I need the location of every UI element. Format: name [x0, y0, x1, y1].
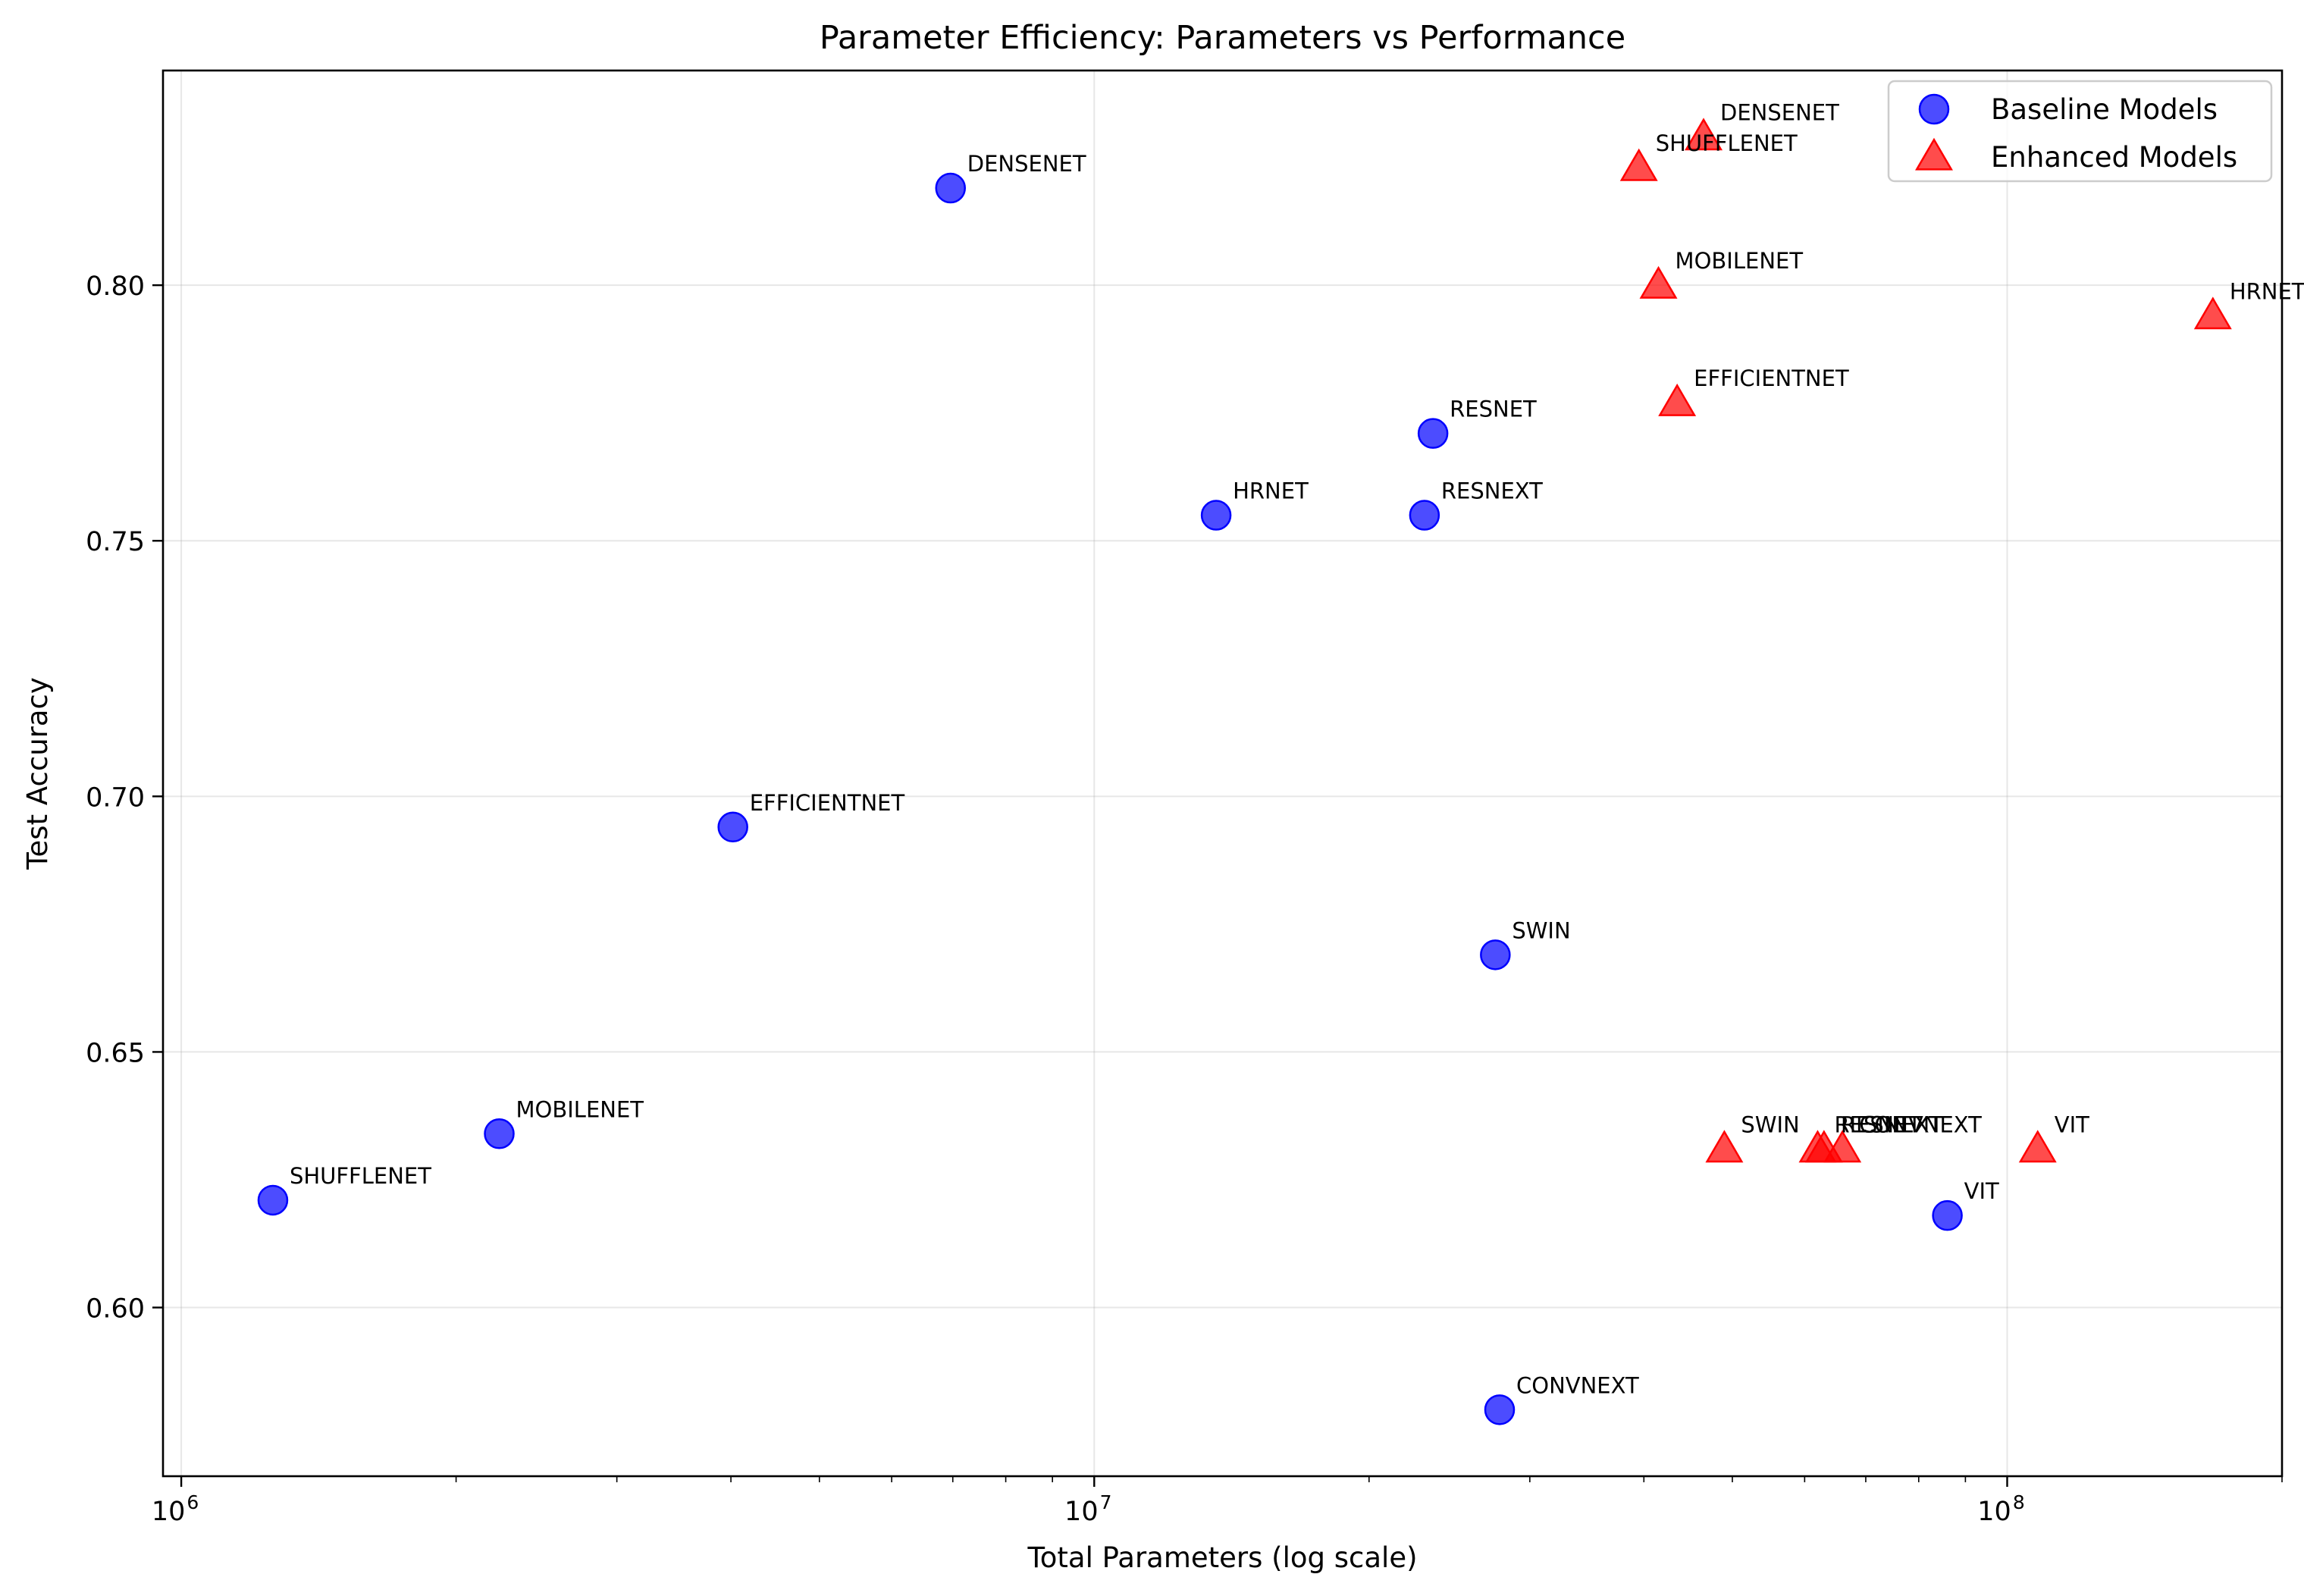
point-label: DENSENET	[967, 151, 1086, 177]
data-point-triangle	[2193, 296, 2232, 330]
series-enhanced	[1619, 118, 2232, 1163]
grid	[163, 71, 2282, 1476]
point-label: MOBILENET	[1675, 248, 1804, 274]
data-point-circle	[1932, 1199, 1963, 1231]
point-label: CONVNEXT	[1516, 1372, 1639, 1398]
point-labels: SHUFFLENET MOBILENET EFFICIENTNET DENSENET H…	[290, 100, 2304, 1399]
x-tick-label: 108	[1977, 1491, 2024, 1527]
series-baseline	[257, 172, 1963, 1425]
data-point-circle	[935, 172, 967, 204]
data-point-circle	[1409, 500, 1440, 531]
point-label: SHUFFLENET	[1656, 130, 1798, 156]
data-point-triangle	[1823, 1130, 1862, 1163]
point-label: SWIN	[1512, 917, 1570, 943]
legend-label: Baseline Models	[1991, 93, 2218, 126]
y-tick-label: 0.75	[86, 527, 145, 557]
point-label: CONVNEXT	[1859, 1112, 1982, 1138]
data-point-triangle	[2018, 1130, 2057, 1163]
point-label: HRNET	[1233, 478, 1309, 504]
point-label: RESNET	[1450, 397, 1537, 422]
data-point-triangle	[1658, 383, 1697, 416]
data-point-circle	[1484, 1394, 1516, 1425]
plot-frame	[161, 69, 2284, 1478]
legend-label: Enhanced Models	[1991, 141, 2237, 174]
x-tick-label: 106	[152, 1491, 199, 1527]
point-label: EFFICIENTNET	[1694, 365, 1849, 391]
point-label: VIT	[1964, 1178, 1999, 1204]
point-label: VIT	[2055, 1112, 2089, 1138]
y-tick-label: 0.70	[86, 782, 145, 813]
y-tick-label: 0.65	[86, 1038, 145, 1068]
y-tick-label: 0.60	[86, 1294, 145, 1325]
point-label: SWIN	[1741, 1112, 1799, 1138]
point-label: RESNEXT	[1441, 478, 1543, 504]
y-tick-label: 0.80	[86, 271, 145, 302]
y-axis-label: Test Accuracy	[21, 677, 54, 870]
point-label: RESNEXT	[1841, 1112, 1942, 1138]
axis-ticks: 0.60 0.65 0.70 0.75 0.80 106 107 108	[86, 271, 2283, 1527]
data-point-circle	[717, 811, 748, 843]
data-point-circle	[1480, 939, 1511, 970]
legend-marker	[1918, 93, 1950, 125]
data-point-circle	[1200, 500, 1232, 531]
point-label: SHUFFLENET	[290, 1163, 431, 1189]
data-series	[257, 118, 2232, 1425]
data-point-triangle	[1705, 1130, 1744, 1163]
point-label: DENSENET	[1720, 100, 1839, 126]
legend-box	[1887, 80, 2273, 183]
point-label: EFFICIENTNET	[750, 790, 905, 816]
x-axis-label: Total Parameters (log scale)	[1027, 1541, 1417, 1574]
point-label: MOBILENET	[516, 1096, 644, 1122]
point-label: RESNET	[1834, 1112, 1921, 1138]
legend: Baseline Models Enhanced Models	[1887, 80, 2273, 183]
point-label: HRNET	[2230, 279, 2304, 305]
data-point-circle	[1417, 418, 1449, 449]
legend-marker	[1915, 137, 1953, 171]
data-point-circle	[257, 1184, 289, 1216]
x-tick-label: 107	[1064, 1491, 1111, 1527]
data-point-triangle	[1685, 118, 1723, 151]
data-point-triangle	[1619, 148, 1658, 181]
chart-title: Parameter Efficiency: Parameters vs Perf…	[820, 19, 1625, 57]
data-point-triangle	[1639, 265, 1678, 299]
data-point-circle	[484, 1118, 515, 1149]
